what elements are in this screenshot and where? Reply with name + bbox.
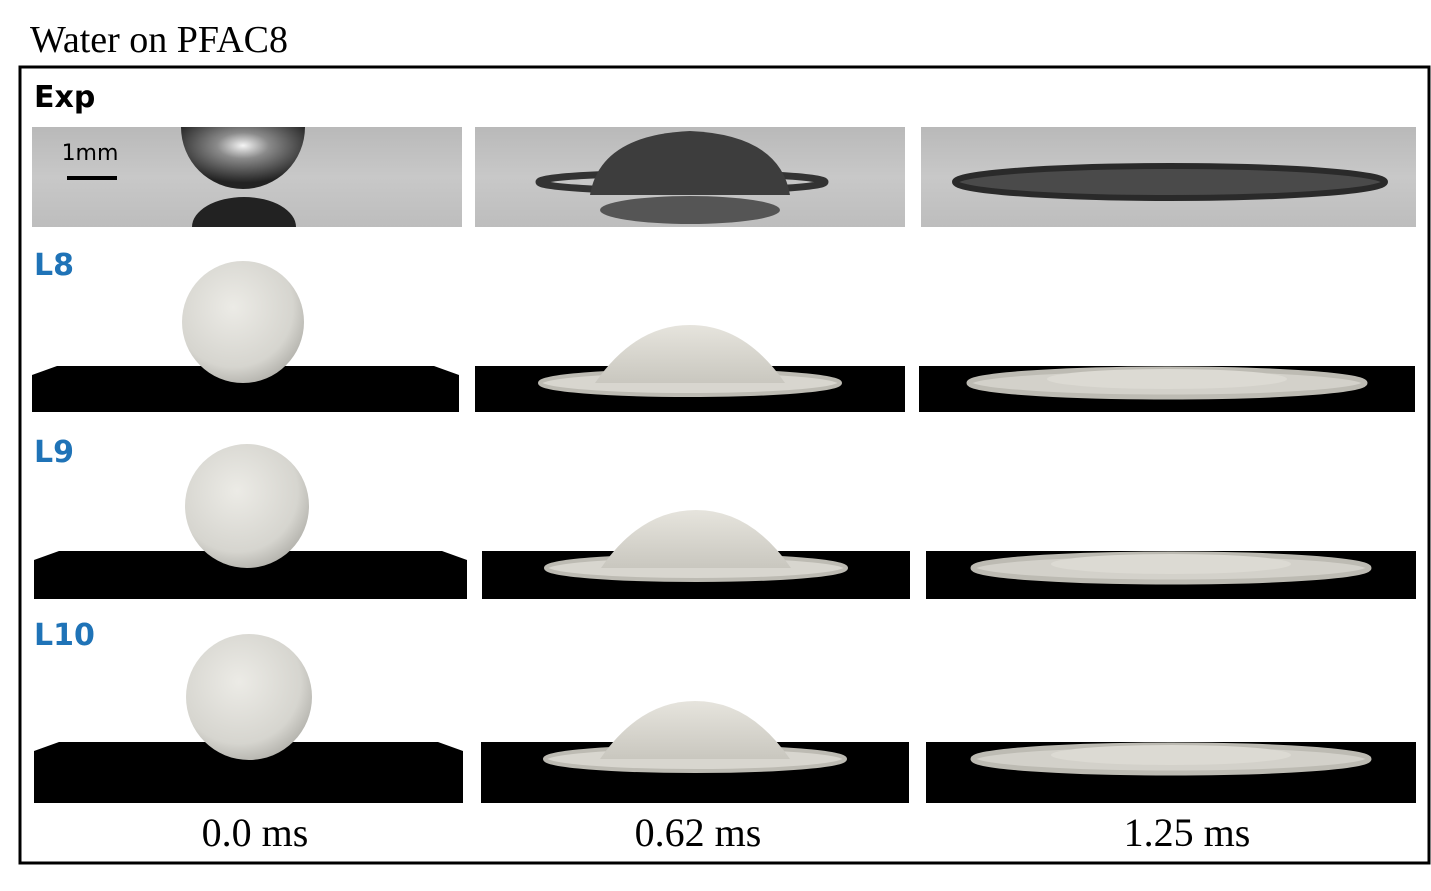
row-label: Exp: [34, 80, 95, 115]
exp-reflection: [600, 196, 780, 224]
platform: [32, 366, 459, 412]
exp-drop: [181, 127, 305, 189]
platform: [34, 551, 467, 599]
panels: Exp L8 L9 L10 1mm 0.0 ms 0.62 ms 1.25 ms: [32, 80, 1416, 855]
dome: [600, 701, 790, 759]
time-label: 0.0 ms: [202, 810, 309, 855]
row-label: L9: [34, 435, 74, 470]
exp-reflection: [192, 197, 296, 227]
exp-dome: [590, 131, 790, 195]
droplet: [186, 634, 312, 760]
frame: [18, 65, 1431, 865]
platform: [34, 742, 463, 803]
dome: [595, 325, 785, 383]
time-label: 1.25 ms: [1124, 810, 1251, 855]
dome: [601, 510, 791, 568]
droplet: [182, 261, 304, 383]
pancake-center: [1051, 554, 1291, 574]
figure-title: Water on PFAC8: [30, 19, 288, 61]
scale-label: 1mm: [62, 141, 119, 166]
pancake-center: [1047, 369, 1287, 389]
pancake-center: [1051, 745, 1291, 765]
row-label: L8: [34, 248, 74, 283]
row-label: L10: [34, 618, 95, 653]
droplet: [185, 444, 309, 568]
exp-pancake: [952, 163, 1388, 201]
time-label: 0.62 ms: [635, 810, 762, 855]
